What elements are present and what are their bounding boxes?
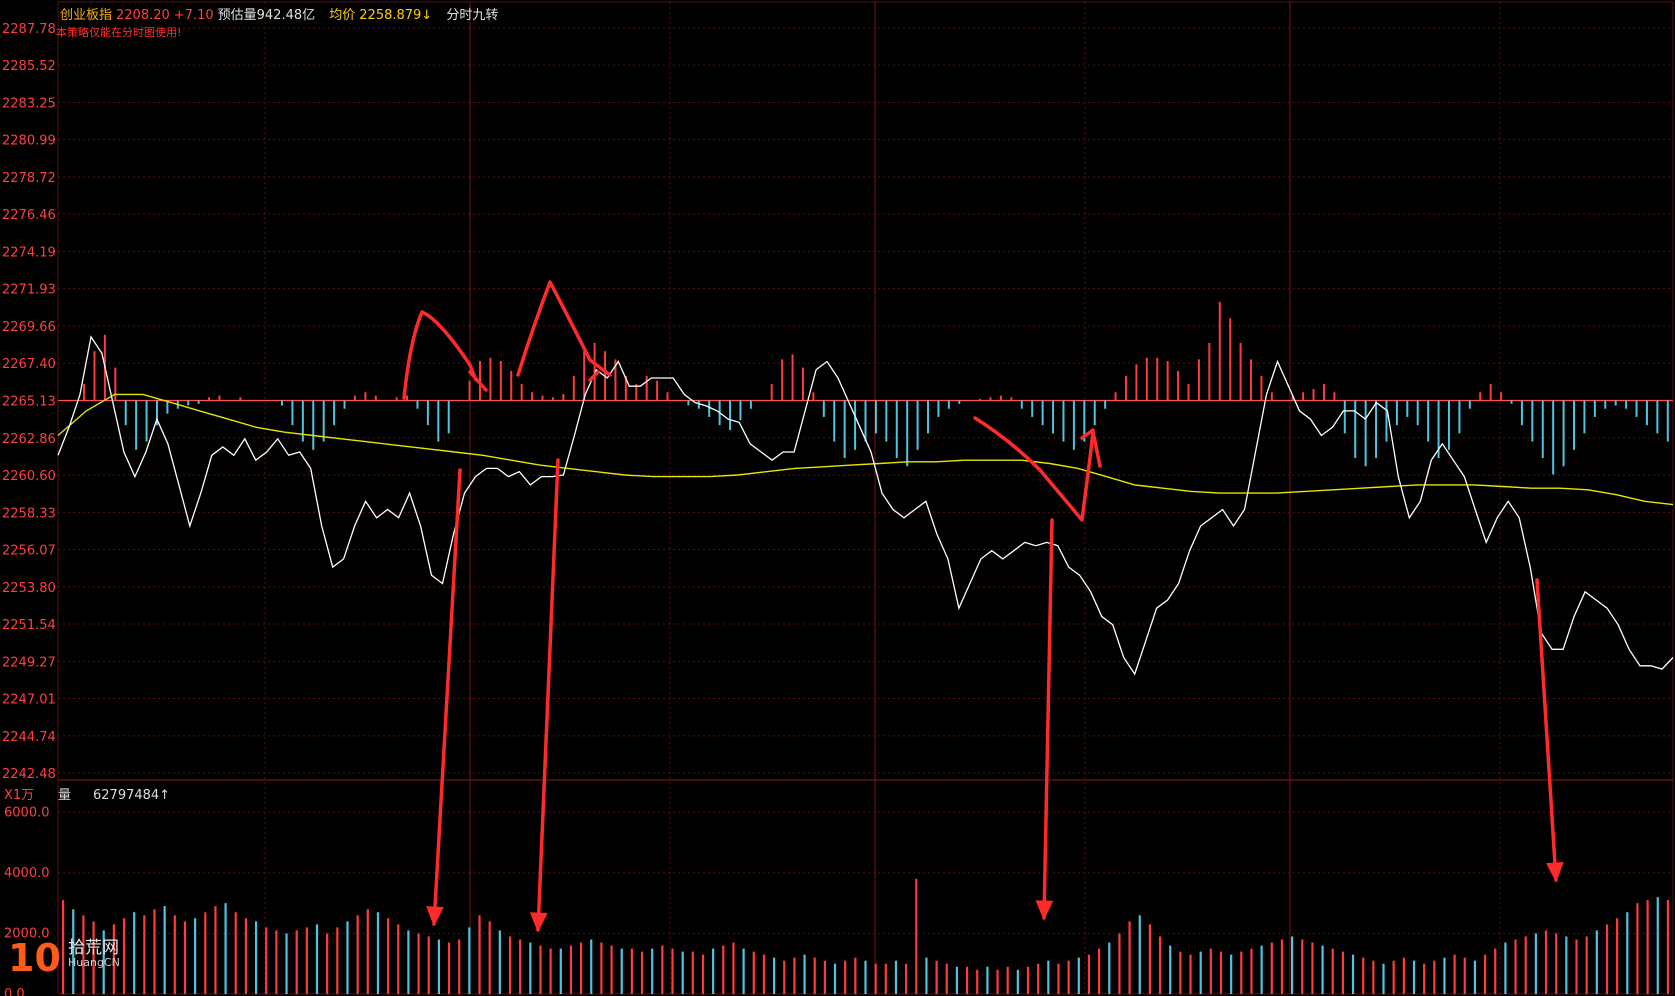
- hand-drawn-peak-1: [402, 310, 488, 400]
- price-tick-label: 2285.52: [2, 59, 56, 74]
- strategy-note: 本策略仅能在分时图使用!: [56, 26, 182, 39]
- price-tick-label: 2267.40: [2, 357, 56, 372]
- price-line: [57, 335, 1674, 676]
- arrow-down-2: [536, 458, 560, 932]
- arrow-down-3: [1042, 518, 1054, 920]
- price-tick-label: 2247.01: [2, 693, 56, 708]
- price-tick-label: 2280.99: [2, 134, 56, 149]
- price-tick-label: 2269.66: [2, 320, 56, 335]
- volume-value: 62797484↑: [93, 788, 171, 803]
- annotation-layer: [402, 280, 1564, 933]
- price-tick-label: 2274.19: [2, 246, 56, 261]
- price-tick-label: 2260.60: [2, 469, 56, 484]
- volume-tick-label: 0.0: [4, 987, 25, 996]
- price-tick-label: 2258.33: [2, 506, 56, 521]
- price-tick-label: 2271.93: [2, 283, 56, 298]
- watermark-number: 10: [8, 936, 61, 980]
- price-tick-label: 2262.86: [2, 432, 56, 447]
- arrow-down-3-head: [1035, 900, 1054, 921]
- watermark-logo: 10 拾荒网 HuangCN: [8, 936, 120, 980]
- index-name: 创业板指: [60, 8, 113, 23]
- volume-unit-label: X1万: [4, 788, 35, 803]
- volume-label: 量: [58, 788, 72, 803]
- price-tick-label: 2287.78: [2, 22, 56, 37]
- avg-label: 均价: [329, 8, 356, 23]
- avg-price-line: [57, 393, 1674, 506]
- hand-drawn-peak-2: [516, 280, 612, 382]
- watermark-text: 拾荒网: [67, 938, 119, 958]
- price-tick-label: 2265.13: [2, 395, 56, 410]
- chart-frame: [57, 1, 1674, 995]
- price-tick-label: 2253.80: [2, 581, 56, 596]
- price-tick-label: 2276.46: [2, 208, 56, 223]
- index-change: +7.10: [173, 8, 214, 23]
- hand-drawn-v-reversal: [973, 416, 1102, 522]
- arrow-down-2-head: [529, 912, 548, 933]
- price-tick-label: 2278.72: [2, 171, 56, 186]
- index-price: 2208.20: [116, 8, 170, 23]
- chart-header: 创业板指 2208.20 +7.10 预估量942.48亿 均价 2258.879↓ 分…: [60, 4, 502, 23]
- arrow-down-1-head: [426, 906, 444, 927]
- indicator-name[interactable]: 分时九转: [446, 8, 499, 23]
- price-tick-label: 2244.74: [2, 730, 56, 745]
- oscillator-layer: [83, 301, 1669, 475]
- price-tick-label: 2251.54: [2, 618, 56, 633]
- avg-value: 2258.879↓: [359, 8, 433, 23]
- arrow-down-1: [432, 468, 462, 926]
- arrow-down-4-head: [1546, 862, 1564, 883]
- volume-tick-label: 2000.0: [4, 926, 50, 941]
- volume-tick-label: 4000.0: [4, 866, 50, 881]
- price-tick-label: 2256.07: [2, 544, 56, 559]
- arrow-down-4: [1535, 578, 1558, 882]
- volume-header: 量 62797484↑: [58, 784, 170, 803]
- volume-layer: [61, 878, 1670, 994]
- volume-tick-label: 6000.0: [4, 805, 50, 820]
- watermark-sub: HuangCN: [67, 956, 120, 969]
- est-volume: 预估量942.48亿: [217, 8, 316, 23]
- price-tick-label: 2242.48: [2, 767, 56, 782]
- price-tick-label: 2249.27: [2, 655, 56, 670]
- price-tick-label: 2283.25: [2, 97, 56, 112]
